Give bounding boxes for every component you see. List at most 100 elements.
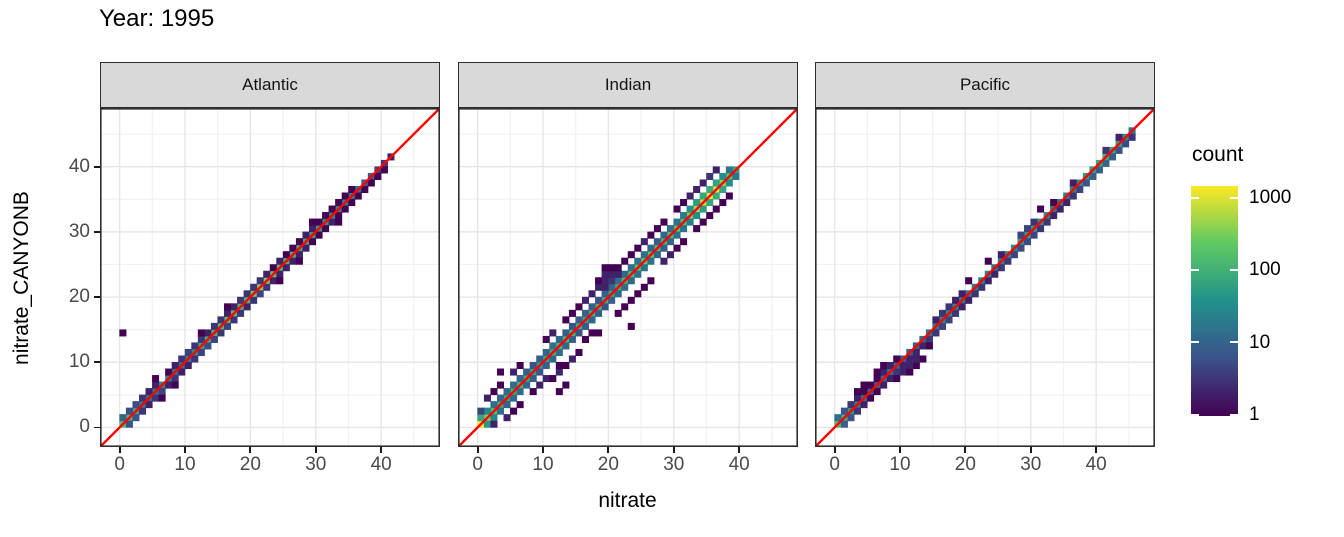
- count-bin: [380, 166, 388, 174]
- facet-strip-label: Indian: [604, 75, 652, 94]
- count-bin: [588, 303, 596, 311]
- count-bin: [853, 394, 862, 402]
- count-bin: [197, 329, 205, 337]
- count-bin: [614, 277, 622, 285]
- count-bin: [1023, 238, 1032, 246]
- count-bin: [477, 414, 485, 422]
- count-bin: [919, 342, 927, 350]
- count-bin: [1122, 140, 1130, 148]
- count-bin: [1037, 225, 1045, 233]
- count-bin: [204, 342, 212, 350]
- count-bin: [256, 290, 264, 298]
- count-bin: [223, 309, 232, 317]
- legend-tick-label: 1000: [1249, 187, 1292, 208]
- x-tick-mark: [249, 447, 252, 453]
- count-bin: [899, 368, 907, 376]
- count-bin: [308, 238, 317, 246]
- count-bin: [483, 394, 491, 402]
- count-bin: [693, 212, 701, 220]
- count-bin: [568, 322, 576, 330]
- count-bin: [490, 401, 498, 409]
- count-bin: [210, 322, 218, 330]
- count-bin: [647, 277, 655, 285]
- x-tick-mark: [476, 447, 479, 453]
- count-bin: [693, 185, 701, 194]
- count-bin: [295, 257, 303, 265]
- count-bin: [152, 394, 160, 402]
- y-tick-label: 30: [68, 220, 90, 242]
- count-bin: [276, 270, 284, 278]
- count-bin: [867, 381, 875, 389]
- x-tick-mark: [542, 447, 544, 453]
- y-tick-label: 0: [79, 416, 90, 438]
- count-bin: [660, 244, 668, 252]
- count-bin: [204, 329, 212, 337]
- legend-tick-mark: [1230, 413, 1238, 416]
- count-bin: [660, 257, 668, 265]
- y-tick-mark: [94, 230, 100, 233]
- count-bin: [686, 218, 694, 226]
- count-bin: [919, 355, 927, 363]
- count-bin: [893, 368, 901, 376]
- x-tick-label: 40: [1085, 454, 1107, 475]
- count-bin: [712, 205, 720, 213]
- count-bin: [1050, 199, 1058, 207]
- count-bin: [575, 303, 583, 311]
- count-bin: [529, 362, 537, 370]
- count-bin: [640, 283, 648, 291]
- count-bin: [725, 192, 733, 200]
- x-tick-mark: [833, 447, 836, 453]
- count-bin: [666, 238, 675, 246]
- count-bin: [719, 199, 727, 207]
- count-bin: [647, 244, 655, 252]
- count-bin: [308, 225, 317, 233]
- count-bin: [595, 329, 603, 337]
- count-bin: [549, 355, 557, 363]
- count-bin: [601, 270, 609, 278]
- count-bin: [119, 329, 127, 337]
- count-bin: [171, 375, 179, 383]
- count-bin: [1004, 257, 1012, 265]
- count-bin: [536, 381, 544, 389]
- x-tick-label: 20: [954, 454, 976, 475]
- count-bin: [230, 303, 238, 311]
- count-bin: [575, 329, 583, 337]
- count-bin: [1017, 231, 1025, 239]
- legend-tick-mark: [1230, 196, 1238, 199]
- count-bin: [549, 342, 557, 350]
- count-bin: [640, 238, 648, 246]
- count-bin: [938, 322, 947, 330]
- count-bin: [601, 264, 609, 272]
- count-bin: [1115, 133, 1123, 141]
- count-bin: [1069, 179, 1077, 187]
- count-bin: [243, 290, 251, 298]
- count-bin: [958, 303, 966, 311]
- count-bin: [912, 348, 920, 356]
- count-bin: [529, 388, 537, 396]
- count-bin: [125, 407, 133, 415]
- legend-colorbar: [1191, 186, 1238, 416]
- count-bin: [699, 218, 707, 226]
- count-bin: [686, 192, 694, 200]
- count-bin: [542, 348, 550, 356]
- count-bin: [308, 218, 317, 226]
- count-bin: [906, 355, 914, 363]
- count-bin: [562, 381, 570, 389]
- count-bin: [152, 375, 160, 383]
- count-bin: [568, 355, 576, 363]
- identity-line: [458, 108, 798, 447]
- count-bin: [562, 362, 570, 370]
- x-tick-label: 0: [829, 454, 840, 475]
- x-tick-label: 10: [889, 454, 911, 475]
- count-bin: [1108, 153, 1117, 161]
- count-bin: [706, 212, 714, 220]
- count-bin: [693, 199, 701, 207]
- count-bin: [886, 375, 894, 383]
- count-bin: [496, 368, 505, 376]
- count-bin: [178, 368, 186, 376]
- count-bin: [699, 205, 707, 213]
- count-bin: [341, 205, 349, 213]
- count-bin: [660, 218, 668, 226]
- count-bin: [719, 172, 727, 180]
- count-bin: [1010, 251, 1018, 259]
